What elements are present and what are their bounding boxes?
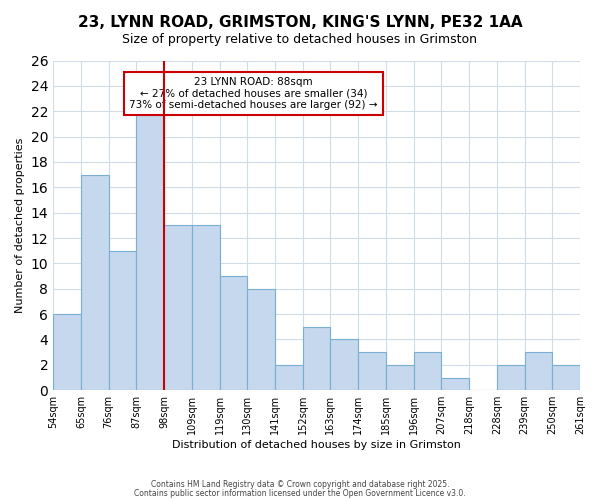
Bar bbox=[497, 365, 524, 390]
Bar bbox=[386, 365, 413, 390]
Text: Size of property relative to detached houses in Grimston: Size of property relative to detached ho… bbox=[122, 32, 478, 46]
Text: 23, LYNN ROAD, GRIMSTON, KING'S LYNN, PE32 1AA: 23, LYNN ROAD, GRIMSTON, KING'S LYNN, PE… bbox=[77, 15, 523, 30]
Bar bbox=[136, 111, 164, 390]
Y-axis label: Number of detached properties: Number of detached properties bbox=[15, 138, 25, 313]
Bar bbox=[552, 365, 580, 390]
Bar bbox=[53, 314, 81, 390]
Bar bbox=[164, 226, 192, 390]
Bar bbox=[413, 352, 442, 390]
Bar bbox=[331, 340, 358, 390]
Bar bbox=[275, 365, 303, 390]
Bar bbox=[109, 250, 136, 390]
Text: Contains HM Land Registry data © Crown copyright and database right 2025.: Contains HM Land Registry data © Crown c… bbox=[151, 480, 449, 489]
Bar bbox=[442, 378, 469, 390]
Text: 23 LYNN ROAD: 88sqm
← 27% of detached houses are smaller (34)
73% of semi-detach: 23 LYNN ROAD: 88sqm ← 27% of detached ho… bbox=[129, 77, 377, 110]
Bar bbox=[192, 226, 220, 390]
Bar bbox=[358, 352, 386, 390]
Bar bbox=[303, 327, 331, 390]
Text: Contains public sector information licensed under the Open Government Licence v3: Contains public sector information licen… bbox=[134, 488, 466, 498]
X-axis label: Distribution of detached houses by size in Grimston: Distribution of detached houses by size … bbox=[172, 440, 461, 450]
Bar bbox=[524, 352, 552, 390]
Bar bbox=[247, 289, 275, 390]
Bar bbox=[81, 174, 109, 390]
Bar bbox=[220, 276, 247, 390]
